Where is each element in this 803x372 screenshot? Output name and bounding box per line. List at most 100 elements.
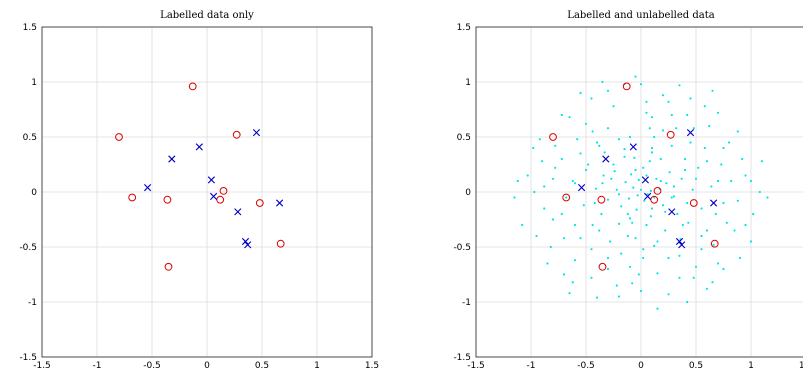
unlabelled-point: [689, 141, 692, 144]
unlabelled-point: [661, 129, 665, 132]
unlabelled-point: [661, 204, 665, 207]
unlabelled-point: [562, 237, 566, 240]
labelled-point-cross: [168, 155, 176, 163]
unlabelled-point: [683, 168, 687, 172]
unlabelled-point: [609, 240, 612, 243]
unlabelled-point: [703, 105, 706, 108]
labelled-point-cross: [276, 199, 284, 207]
unlabelled-point: [602, 174, 605, 177]
unlabelled-point: [664, 229, 667, 232]
unlabelled-point: [532, 146, 535, 150]
unlabelled-point: [722, 201, 725, 205]
plot-area-frame: [41, 26, 373, 358]
chart-panel-1: Labelled data only -1.5 -1 -0.5 0 0.5 1 1.5 1.5 1…: [19, 10, 379, 371]
unlabelled-point: [600, 212, 603, 216]
labelled-point-cross: [207, 176, 215, 184]
y-tick-label: -1: [28, 298, 37, 308]
unlabelled-point: [595, 141, 599, 144]
unlabelled-point: [617, 295, 621, 298]
labelled-point-circle: [115, 133, 123, 141]
unlabelled-point: [633, 156, 636, 159]
unlabelled-point: [653, 135, 656, 139]
unlabelled-point: [573, 259, 577, 262]
unlabelled-point: [730, 179, 733, 183]
unlabelled-point: [546, 262, 549, 265]
unlabelled-point: [700, 248, 703, 251]
chart-title: Labelled data only: [160, 10, 254, 21]
unlabelled-point: [551, 218, 555, 221]
labelled-point-cross: [641, 176, 649, 184]
y-tick-label: -1.5: [19, 353, 37, 363]
unlabelled-point: [749, 179, 753, 183]
unlabelled-point: [646, 193, 649, 196]
unlabelled-point: [579, 152, 582, 155]
unlabelled-point: [642, 248, 645, 251]
unlabelled-point: [612, 105, 615, 108]
unlabelled-point: [686, 300, 689, 304]
unlabelled-point: [590, 248, 593, 251]
unlabelled-point: [667, 293, 670, 296]
labelled-point-cross: [644, 192, 652, 200]
unlabelled-point: [700, 207, 703, 210]
unlabelled-point: [667, 256, 670, 260]
labelled-point-circle: [689, 199, 698, 207]
labelled-point-cross: [686, 129, 695, 137]
labelled-point-cross: [252, 129, 261, 137]
unlabelled-point: [716, 262, 720, 265]
unlabelled-point: [628, 265, 632, 268]
unlabelled-point: [703, 146, 706, 150]
x-tick-label: -0.5: [577, 361, 595, 371]
labelled-point-circle: [163, 195, 172, 204]
x-tick-label: -1.5: [33, 361, 51, 371]
x-tick-label: -0.5: [143, 361, 161, 371]
unlabelled-point: [606, 267, 610, 271]
unlabelled-point: [513, 196, 516, 199]
y-tick-label: 0.5: [23, 133, 37, 143]
unlabelled-point: [650, 151, 654, 154]
unlabelled-point: [584, 122, 588, 125]
labelled-point-cross: [144, 184, 152, 192]
unlabelled-point: [708, 124, 711, 128]
unlabelled-point: [535, 234, 538, 238]
unlabelled-point: [598, 229, 601, 232]
unlabelled-point: [612, 163, 615, 166]
unlabelled-point: [584, 168, 588, 172]
unlabelled-point: [549, 245, 552, 249]
labelled-point-circle: [216, 195, 225, 204]
unlabelled-point: [675, 127, 678, 130]
unlabelled-point: [697, 166, 700, 169]
x-tick-label: 1: [748, 361, 754, 371]
labelled-point-circle: [622, 82, 631, 91]
unlabelled-point: [635, 208, 638, 211]
unlabelled-point: [606, 89, 610, 92]
unlabelled-point: [659, 157, 662, 161]
unlabelled-point: [725, 221, 728, 224]
unlabelled-point: [568, 292, 571, 295]
unlabelled-point: [650, 116, 654, 119]
unlabelled-point: [650, 207, 654, 210]
unlabelled-point: [560, 212, 563, 216]
unlabelled-point: [649, 189, 653, 192]
unlabelled-point: [624, 181, 627, 184]
unlabelled-point: [736, 199, 739, 202]
unlabelled-point: [686, 201, 689, 205]
unlabelled-point: [594, 187, 598, 190]
unlabelled-point: [554, 166, 557, 169]
unlabelled-point: [627, 197, 631, 200]
unlabelled-point: [749, 240, 753, 243]
labelled-point-circle: [597, 195, 606, 204]
x-tick-label: 0.5: [255, 361, 269, 371]
unlabelled-point: [623, 155, 626, 158]
unlabelled-point: [711, 89, 714, 92]
labelled-point-circle: [219, 187, 228, 195]
x-tick-label: 0: [638, 361, 644, 371]
labelled-point-circle: [710, 239, 719, 248]
unlabelled-point: [543, 207, 546, 210]
unlabelled-point: [591, 130, 594, 133]
unlabelled-point: [653, 244, 656, 247]
unlabelled-point: [744, 174, 747, 177]
unlabelled-point: [650, 146, 654, 150]
unlabelled-point: [700, 234, 703, 238]
unlabelled-point: [752, 212, 755, 216]
